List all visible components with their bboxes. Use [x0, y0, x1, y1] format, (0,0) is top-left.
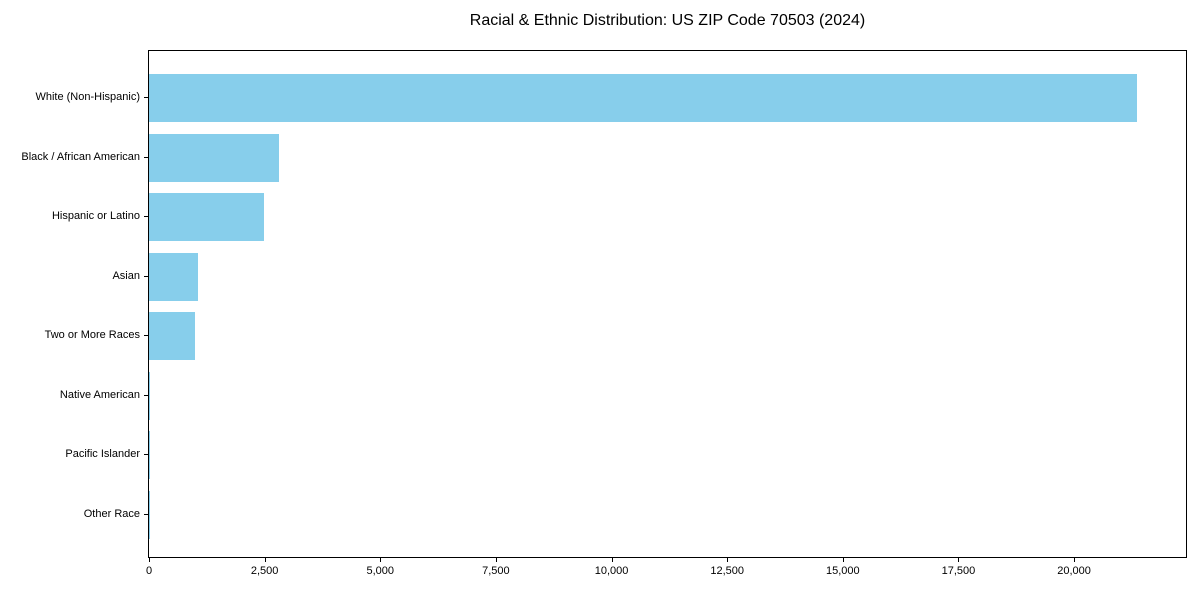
y-tick-mark [144, 513, 148, 515]
y-tick-label: Two or More Races [44, 329, 140, 342]
x-tick-mark [495, 558, 497, 562]
y-tick-label: Other Race [83, 507, 140, 520]
y-tick-label: Asian [112, 269, 140, 282]
y-tick-mark [144, 216, 148, 218]
plot-area [148, 50, 1187, 558]
y-tick-mark [144, 394, 148, 396]
x-tick-mark [727, 558, 729, 562]
x-tick-label: 7,500 [482, 565, 510, 577]
x-tick-label: 20,000 [1057, 565, 1091, 577]
y-tick-label: Hispanic or Latino [51, 210, 140, 223]
x-tick-mark [380, 558, 382, 562]
bar [149, 193, 264, 242]
x-tick-mark [842, 558, 844, 562]
chart-title: Racial & Ethnic Distribution: US ZIP Cod… [469, 12, 866, 29]
x-tick-label: 0 [145, 565, 153, 577]
bar [149, 312, 195, 361]
x-tick-label: 12,500 [710, 565, 744, 577]
bar [149, 133, 279, 182]
y-tick-label: White (Non-Hispanic) [35, 91, 140, 103]
x-tick-label: 15,000 [825, 565, 860, 577]
x-tick-mark [264, 558, 266, 562]
y-tick-label: Black / African American [21, 150, 140, 163]
x-tick-mark [611, 558, 613, 562]
bar [149, 252, 198, 301]
x-tick-mark [958, 558, 960, 562]
x-tick-mark [149, 558, 150, 562]
y-tick-mark [144, 454, 148, 456]
x-tick-mark [1074, 558, 1076, 562]
x-tick-label: 10,000 [594, 565, 629, 577]
y-tick-mark [144, 335, 148, 337]
y-tick-mark [144, 156, 148, 158]
x-tick-label: 5,000 [366, 565, 395, 577]
y-tick-label: Native American [59, 388, 140, 401]
bar [149, 371, 151, 420]
y-tick-label: Pacific Islander [65, 448, 140, 461]
x-tick-label: 17,500 [941, 565, 976, 577]
y-tick-mark [144, 97, 148, 98]
bar [149, 74, 1137, 122]
x-tick-label: 2,500 [250, 565, 279, 577]
y-tick-mark [144, 275, 148, 277]
